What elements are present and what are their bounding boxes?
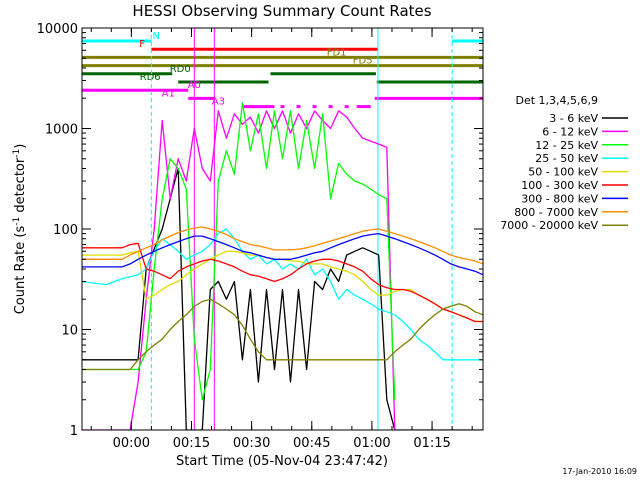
flag-label-f: F bbox=[139, 39, 145, 50]
y-axis-label: Count Rate (s-1 detector-1) bbox=[12, 144, 28, 315]
y-tick-label: 10 bbox=[61, 324, 78, 339]
x-axis-label: Start Time (05-Nov-04 23:47:42) bbox=[176, 454, 388, 469]
series-line-2 bbox=[82, 102, 396, 401]
y-tick-label: 1 bbox=[70, 424, 78, 439]
x-tick-label: 00:45 bbox=[293, 436, 330, 451]
y-tick-label: 1000 bbox=[45, 123, 78, 138]
y-axis-label-main: Count Rate (s bbox=[13, 226, 28, 315]
y-axis-label-sup1: -1 bbox=[12, 217, 22, 226]
series-group bbox=[82, 102, 483, 430]
x-tick-label: 00:30 bbox=[233, 436, 270, 451]
legend-entry-label: 7000 - 20000 keV bbox=[500, 219, 598, 232]
legend-entry-label: 25 - 50 keV bbox=[535, 152, 598, 165]
flag-label-rd0: RD0 bbox=[170, 64, 191, 75]
legend-entry-label: 800 - 7000 keV bbox=[514, 206, 598, 219]
series-line-5 bbox=[82, 242, 483, 323]
flag-label-a3: A3 bbox=[212, 97, 225, 108]
legend-entry-label: 100 - 300 keV bbox=[521, 179, 598, 192]
x-tick-label: 01:15 bbox=[413, 436, 450, 451]
chart-title: HESSI Observing Summary Count Rates bbox=[132, 2, 431, 20]
series-line-7 bbox=[82, 226, 483, 265]
x-tick-label: 00:00 bbox=[113, 436, 150, 451]
y-tick-label: 10000 bbox=[37, 22, 78, 37]
x-axis: 00:00 00:15 00:30 00:45 01:00 01:15 bbox=[90, 28, 473, 451]
legend-entry-label: 6 - 12 keV bbox=[542, 125, 598, 138]
series-line-0 bbox=[82, 167, 483, 430]
x-tick-label: 01:00 bbox=[353, 436, 390, 451]
legend-entry-label: 12 - 25 keV bbox=[535, 139, 598, 152]
series-line-6 bbox=[82, 232, 483, 276]
y-tick-label: 100 bbox=[53, 223, 78, 238]
legend-entry-label: 50 - 100 keV bbox=[528, 166, 598, 179]
y-axis: 1 10 100 1000 10000 bbox=[37, 22, 483, 439]
footer-timestamp: 17-Jan-2010 16:09 bbox=[562, 467, 637, 476]
legend-entry-label: 3 - 6 keV bbox=[549, 112, 598, 125]
series-layer bbox=[82, 102, 483, 430]
legend-title: Det 1,3,4,5,6,9 bbox=[515, 94, 598, 107]
y-axis-label-end: ) bbox=[13, 144, 28, 149]
x-tick-label: 00:15 bbox=[173, 436, 210, 451]
flag-label-fd1: FD1 bbox=[327, 47, 347, 58]
flag-label-a1: A1 bbox=[162, 88, 175, 99]
series-line-8 bbox=[82, 298, 483, 371]
y-axis-label-mid: detector bbox=[13, 157, 28, 217]
flag-label-n: N bbox=[152, 31, 159, 42]
flag-label-fd5: FD5 bbox=[353, 56, 373, 67]
legend-entry-label: 300 - 800 keV bbox=[521, 192, 598, 205]
y-axis-label-sup2: -1 bbox=[12, 149, 22, 158]
flag-label-rd6: RD6 bbox=[140, 72, 161, 83]
